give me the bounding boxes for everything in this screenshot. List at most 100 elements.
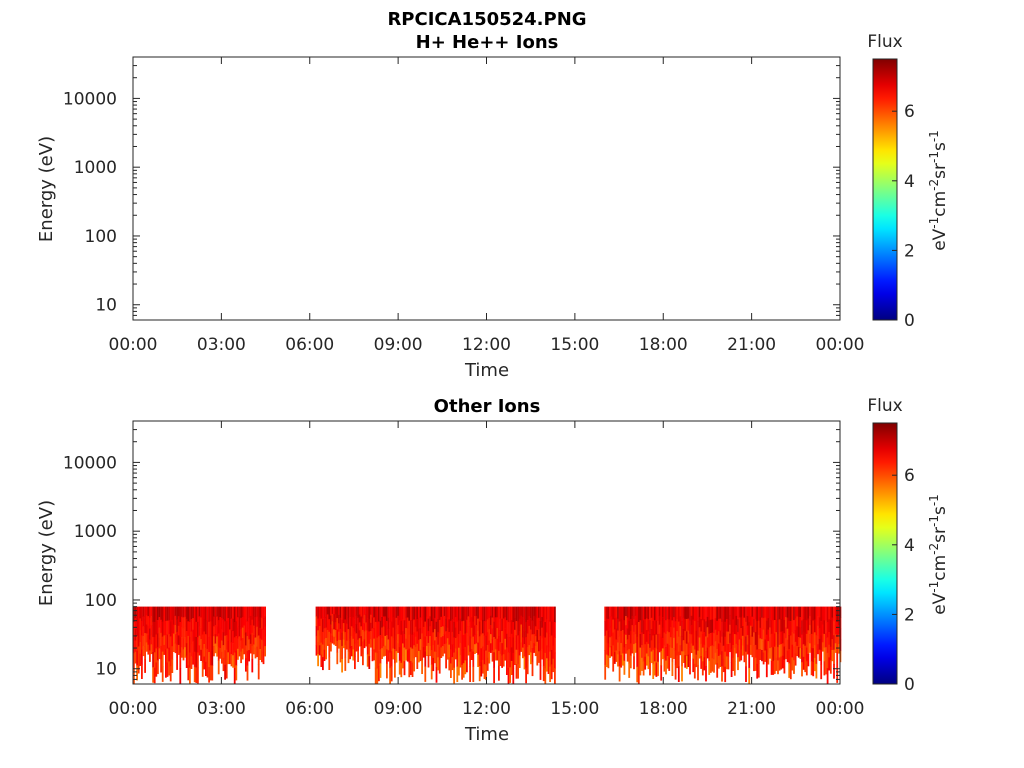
flux-cell: [737, 619, 739, 633]
flux-cell: [485, 665, 487, 681]
flux-cell: [445, 606, 447, 620]
flux-cell: [189, 667, 191, 684]
flux-cell: [475, 634, 478, 644]
flux-cell: [673, 648, 675, 659]
flux-cell: [809, 606, 811, 617]
flux-cell: [542, 651, 545, 667]
flux-cell: [649, 620, 651, 635]
flux-cell: [777, 646, 779, 661]
flux-cell: [322, 644, 324, 658]
flux-cell: [352, 617, 355, 629]
flux-cell: [687, 654, 690, 667]
flux-cell: [230, 654, 233, 667]
flux-cell: [198, 606, 201, 617]
flux-cell: [552, 619, 555, 633]
flux-cell: [429, 645, 431, 657]
flux-cell: [735, 625, 738, 635]
flux-cell: [486, 645, 489, 659]
flux-cell: [520, 642, 523, 652]
flux-cell: [470, 627, 473, 639]
flux-cell: [833, 635, 835, 650]
flux-cell: [389, 667, 391, 684]
flux-cell: [615, 606, 618, 618]
flux-cell: [264, 636, 266, 647]
flux-cell: [764, 628, 767, 640]
flux-cell: [413, 645, 415, 659]
other-ions-panel: Other Ions Time Energy (eV) Flux 00:00 03…: [36, 396, 950, 745]
flux-cell: [445, 655, 447, 669]
flux-cell: [658, 633, 661, 644]
flux-cell: [833, 664, 835, 679]
flux-cell: [482, 606, 484, 621]
flux-cell: [544, 622, 547, 638]
flux-cell: [462, 634, 465, 650]
flux-cell: [621, 653, 624, 666]
flux-cell: [828, 632, 831, 646]
flux-cell: [523, 656, 526, 670]
flux-cell: [373, 649, 375, 661]
flux-cell: [426, 606, 428, 617]
flux-cell: [262, 618, 265, 630]
flux-cell: [185, 606, 188, 620]
flux-cell: [240, 606, 242, 619]
flux-cell: [403, 647, 406, 662]
flux-cell: [366, 642, 369, 655]
flux-cell: [658, 615, 661, 626]
flux-cell: [777, 606, 779, 621]
flux-cell: [621, 618, 624, 631]
flux-cell: [203, 656, 206, 670]
flux-cell: [379, 649, 382, 664]
flux-cell: [390, 651, 393, 667]
flux-cell: [206, 663, 209, 678]
flux-cell: [826, 637, 829, 654]
flux-cell: [360, 636, 363, 647]
flux-cell: [703, 644, 706, 658]
flux-cell: [187, 665, 190, 681]
flux-cell: [679, 635, 682, 646]
flux-cell: [456, 666, 459, 682]
flux-cell: [205, 620, 207, 635]
flux-cell: [165, 663, 167, 678]
flux-cell: [818, 649, 821, 661]
flux-cell: [483, 649, 486, 665]
flux-cell: [834, 643, 837, 653]
flux-cell: [756, 649, 759, 665]
flux-cell: [628, 649, 631, 664]
flux-cell: [673, 606, 675, 618]
flux-cell: [717, 618, 720, 632]
flux-cell: [509, 667, 511, 683]
flux-cell: [201, 620, 204, 635]
flux-cell: [550, 621, 553, 636]
flux-cell: [153, 652, 156, 668]
flux-cell: [139, 642, 142, 655]
flux-cell: [424, 651, 427, 667]
flux-cell: [637, 622, 640, 638]
flux-cell: [458, 634, 460, 649]
flux-cell: [689, 647, 691, 661]
flux-cell: [461, 635, 463, 651]
flux-cell: [155, 606, 158, 621]
flux-cell: [467, 635, 470, 646]
flux-cell: [743, 606, 746, 618]
flux-cell: [488, 629, 491, 641]
flux-cell: [235, 650, 238, 666]
flux-cell: [157, 620, 159, 634]
flux-cell: [349, 617, 351, 628]
flux-cell: [801, 606, 803, 621]
flux-cell: [666, 619, 669, 632]
flux-cell: [634, 634, 637, 644]
flux-cell: [470, 617, 473, 629]
flux-cell: [346, 640, 348, 650]
flux-cell: [749, 606, 752, 617]
flux-cell: [671, 634, 674, 649]
flux-cell: [666, 606, 669, 620]
flux-cell: [761, 628, 763, 640]
flux-cell: [663, 606, 666, 620]
flux-cell: [145, 633, 148, 643]
flux-cell: [789, 635, 792, 651]
flux-cell: [246, 650, 249, 666]
flux-cell: [445, 618, 447, 632]
flux-cell: [645, 606, 648, 619]
flux-cell: [831, 628, 834, 640]
